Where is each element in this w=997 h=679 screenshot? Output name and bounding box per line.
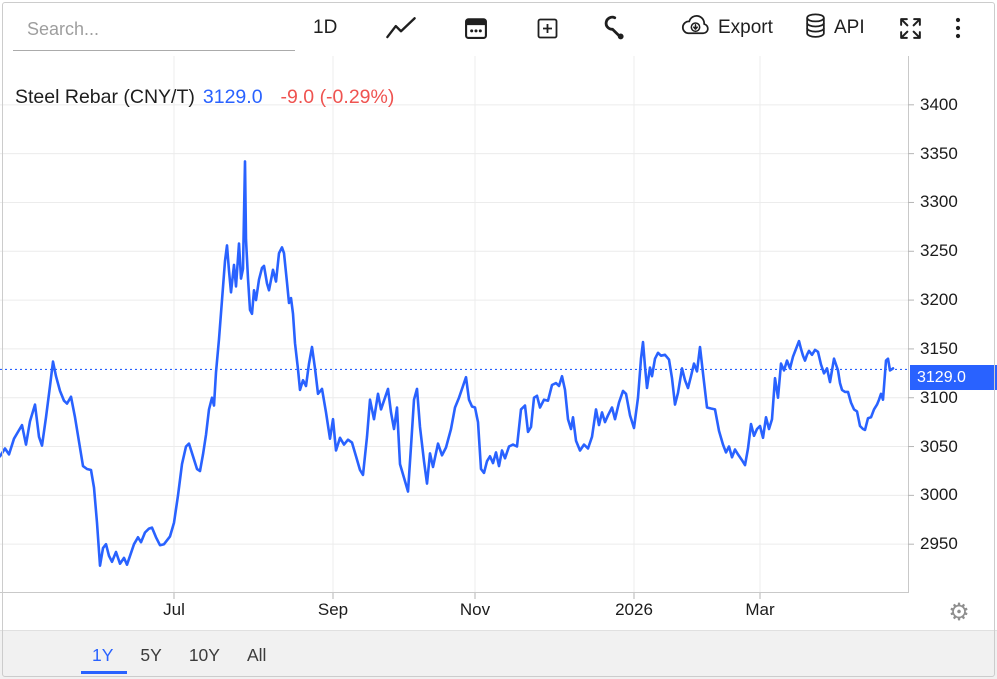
database-icon	[803, 12, 828, 45]
y-axis-label: 3300	[920, 192, 958, 212]
calendar-icon	[462, 14, 490, 42]
y-axis-label: 3400	[920, 94, 958, 114]
chart-type-button[interactable]	[385, 0, 417, 56]
expand-icon	[897, 15, 924, 42]
price-line-chart[interactable]	[0, 56, 997, 599]
instrument-name: Steel Rebar (CNY/T)	[15, 86, 195, 108]
add-indicator-button[interactable]	[534, 0, 561, 56]
toolbar: 1D	[0, 0, 997, 56]
x-axis-label: Nov	[459, 600, 491, 619]
interval-label: 1D	[313, 17, 338, 38]
range-5y[interactable]: 5Y	[140, 644, 162, 665]
y-axis-label: 3200	[920, 290, 958, 310]
search-box[interactable]	[13, 8, 295, 51]
price-series-line	[0, 160, 895, 568]
range-10y[interactable]: 10Y	[188, 644, 220, 665]
y-axis-label: 3150	[920, 338, 958, 358]
line-chart-icon	[385, 15, 417, 41]
tools-button[interactable]	[599, 0, 627, 56]
instrument-legend: Steel Rebar (CNY/T) 3129.0 -9.0 (-0.29%)	[15, 86, 394, 109]
x-axis-label: 2026	[615, 600, 653, 619]
search-input[interactable]	[13, 8, 295, 51]
price-change: -9.0 (-0.29%)	[280, 86, 395, 108]
chart-area[interactable]	[0, 56, 997, 599]
last-price: 3129.0	[202, 86, 263, 108]
current-price-axis-label: 3129.0	[910, 365, 997, 391]
plus-square-icon	[534, 15, 561, 42]
fullscreen-button[interactable]	[897, 0, 924, 56]
y-axis-label: 3100	[920, 387, 958, 407]
more-menu-button[interactable]	[952, 0, 964, 56]
wrench-icon	[599, 14, 627, 42]
export-label: Export	[718, 17, 773, 38]
active-range-underline	[81, 671, 127, 674]
interval-button[interactable]: 1D	[313, 0, 337, 56]
range-all[interactable]: All	[246, 644, 267, 665]
range-selector-bar: 1Y 5Y 10Y All	[0, 630, 997, 679]
y-axis-label: 2950	[920, 534, 958, 554]
cloud-download-icon	[679, 13, 712, 44]
x-axis-label: Jul	[163, 600, 185, 619]
api-label: API	[834, 17, 865, 38]
y-axis-label: 3000	[920, 485, 958, 505]
y-axis-label: 3050	[920, 436, 958, 456]
date-range-button[interactable]	[462, 0, 490, 56]
x-axis-label: Mar	[745, 600, 775, 619]
kebab-menu-icon	[952, 14, 964, 42]
export-button[interactable]: Export	[679, 0, 773, 56]
range-1y[interactable]: 1Y	[92, 644, 114, 665]
x-axis-label: Sep	[317, 600, 349, 619]
chart-settings-button[interactable]: ⚙	[941, 598, 977, 628]
gear-icon: ⚙	[948, 599, 970, 626]
y-axis-label: 3250	[920, 241, 958, 261]
y-axis-label: 3350	[920, 143, 958, 163]
api-button[interactable]: API	[803, 0, 865, 56]
